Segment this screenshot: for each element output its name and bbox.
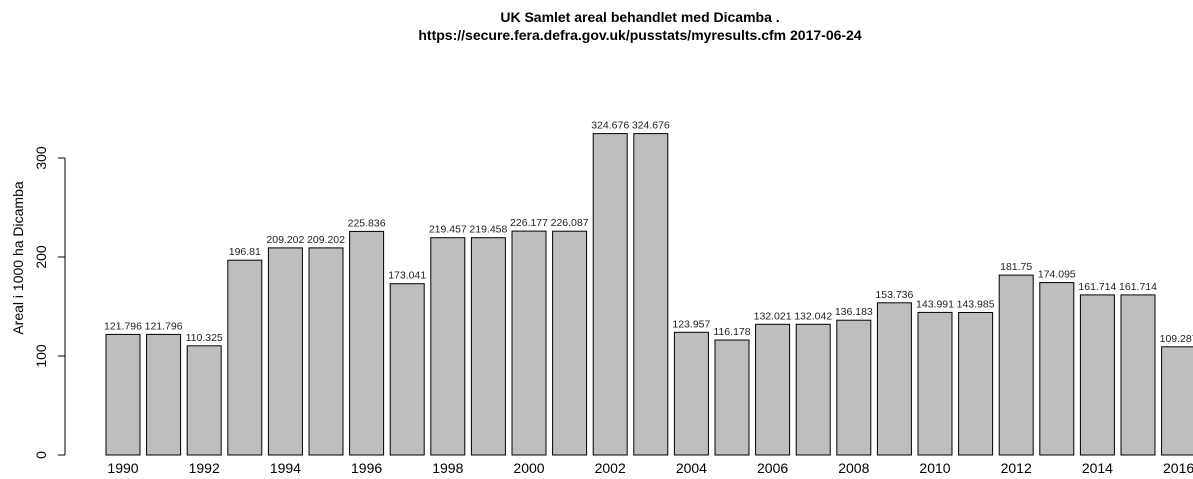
y-axis-label: Areal i 1000 ha Dicamba (10, 181, 26, 335)
bar-2010 (917, 311, 953, 456)
data-label-2005: 116.178 (713, 326, 750, 338)
chart-title: UK Samlet areal behandlet med Dicamba . (500, 9, 779, 25)
bar-1993 (227, 259, 263, 456)
data-label-2009: 153.736 (875, 289, 913, 301)
bar-2006 (755, 323, 791, 456)
bars-group (105, 133, 1193, 456)
bar-2000 (511, 230, 547, 456)
x-tick-label-1996: 1996 (351, 460, 382, 476)
bar-2016 (1161, 346, 1193, 456)
bar-2005 (714, 339, 750, 456)
data-label-1997: 173.041 (388, 270, 426, 282)
bar-2009 (876, 302, 912, 456)
data-label-2006: 132.021 (754, 310, 792, 322)
data-label-1999: 219.458 (469, 224, 507, 236)
bar-1996 (349, 230, 385, 456)
x-tick-label-2004: 2004 (676, 460, 707, 476)
data-label-2011: 143.985 (957, 299, 995, 311)
y-tick-label-0: 0 (33, 451, 49, 459)
data-label-2000: 226.177 (510, 217, 548, 229)
y-axis: 0 100 200 300 (33, 146, 66, 459)
data-label-1996: 225.836 (348, 217, 386, 229)
x-tick-label-2000: 2000 (513, 460, 544, 476)
data-label-2007: 132.042 (794, 310, 832, 322)
bar-1998 (430, 237, 466, 456)
data-label-2014: 161.714 (1078, 281, 1116, 293)
data-label-1991: 121.796 (145, 320, 183, 332)
data-label-1995: 209.202 (307, 234, 345, 246)
bar-2012 (998, 274, 1034, 456)
bar-2001 (552, 230, 588, 456)
chart-subtitle: https://secure.fera.defra.gov.uk/pusstat… (418, 27, 861, 43)
x-tick-label-2014: 2014 (1082, 460, 1113, 476)
data-label-2012: 181.75 (1000, 261, 1032, 273)
x-tick-label-2002: 2002 (595, 460, 626, 476)
bar-2011 (958, 312, 994, 456)
bar-2004 (673, 331, 709, 456)
bar-2015 (1120, 294, 1156, 456)
x-tick-label-1994: 1994 (270, 460, 301, 476)
data-label-1990: 121.796 (104, 320, 142, 332)
data-label-1992: 110.325 (186, 332, 223, 344)
x-tick-label-1990: 1990 (107, 460, 138, 476)
data-label-2013: 174.095 (1038, 269, 1076, 281)
x-tick-label-2006: 2006 (757, 460, 788, 476)
bar-2007 (795, 323, 831, 456)
bar-2008 (836, 319, 872, 456)
data-label-2008: 136.183 (835, 306, 873, 318)
x-tick-label-2016: 2016 (1163, 460, 1193, 476)
bar-1997 (389, 283, 425, 456)
x-tick-labels-group: 1990 1992 1994 1996 1998 2000 2002 2004 2006 2008… (107, 460, 1193, 476)
bar-1994 (267, 247, 303, 456)
x-tick-label-1998: 1998 (432, 460, 463, 476)
bar-1992 (186, 345, 222, 456)
bar-2014 (1079, 294, 1115, 456)
y-tick-label-200: 200 (33, 245, 49, 269)
y-tick-label-100: 100 (33, 344, 49, 368)
bar-1999 (470, 237, 506, 456)
data-label-2010: 143.991 (916, 298, 954, 310)
bar-2003 (633, 133, 669, 456)
bar-1991 (146, 333, 182, 456)
x-tick-label-2008: 2008 (838, 460, 869, 476)
data-label-2004: 123.957 (672, 318, 710, 330)
data-label-2001: 226.087 (551, 217, 589, 229)
bar-1990 (105, 333, 141, 456)
data-label-2002: 324.676 (591, 120, 629, 132)
bar-1995 (308, 247, 344, 456)
data-label-1993: 196.81 (229, 246, 261, 258)
data-label-2003: 324.676 (632, 120, 670, 132)
bar-2002 (592, 133, 628, 456)
data-label-1998: 219.457 (429, 224, 467, 236)
x-tick-label-2010: 2010 (919, 460, 950, 476)
data-label-2016: 109.287 (1160, 333, 1193, 345)
x-tick-label-2012: 2012 (1001, 460, 1032, 476)
bar-2013 (1039, 282, 1075, 456)
data-label-2015: 161.714 (1119, 281, 1157, 293)
x-tick-label-1992: 1992 (189, 460, 220, 476)
y-tick-label-300: 300 (33, 146, 49, 170)
data-label-1994: 209.202 (266, 234, 304, 246)
